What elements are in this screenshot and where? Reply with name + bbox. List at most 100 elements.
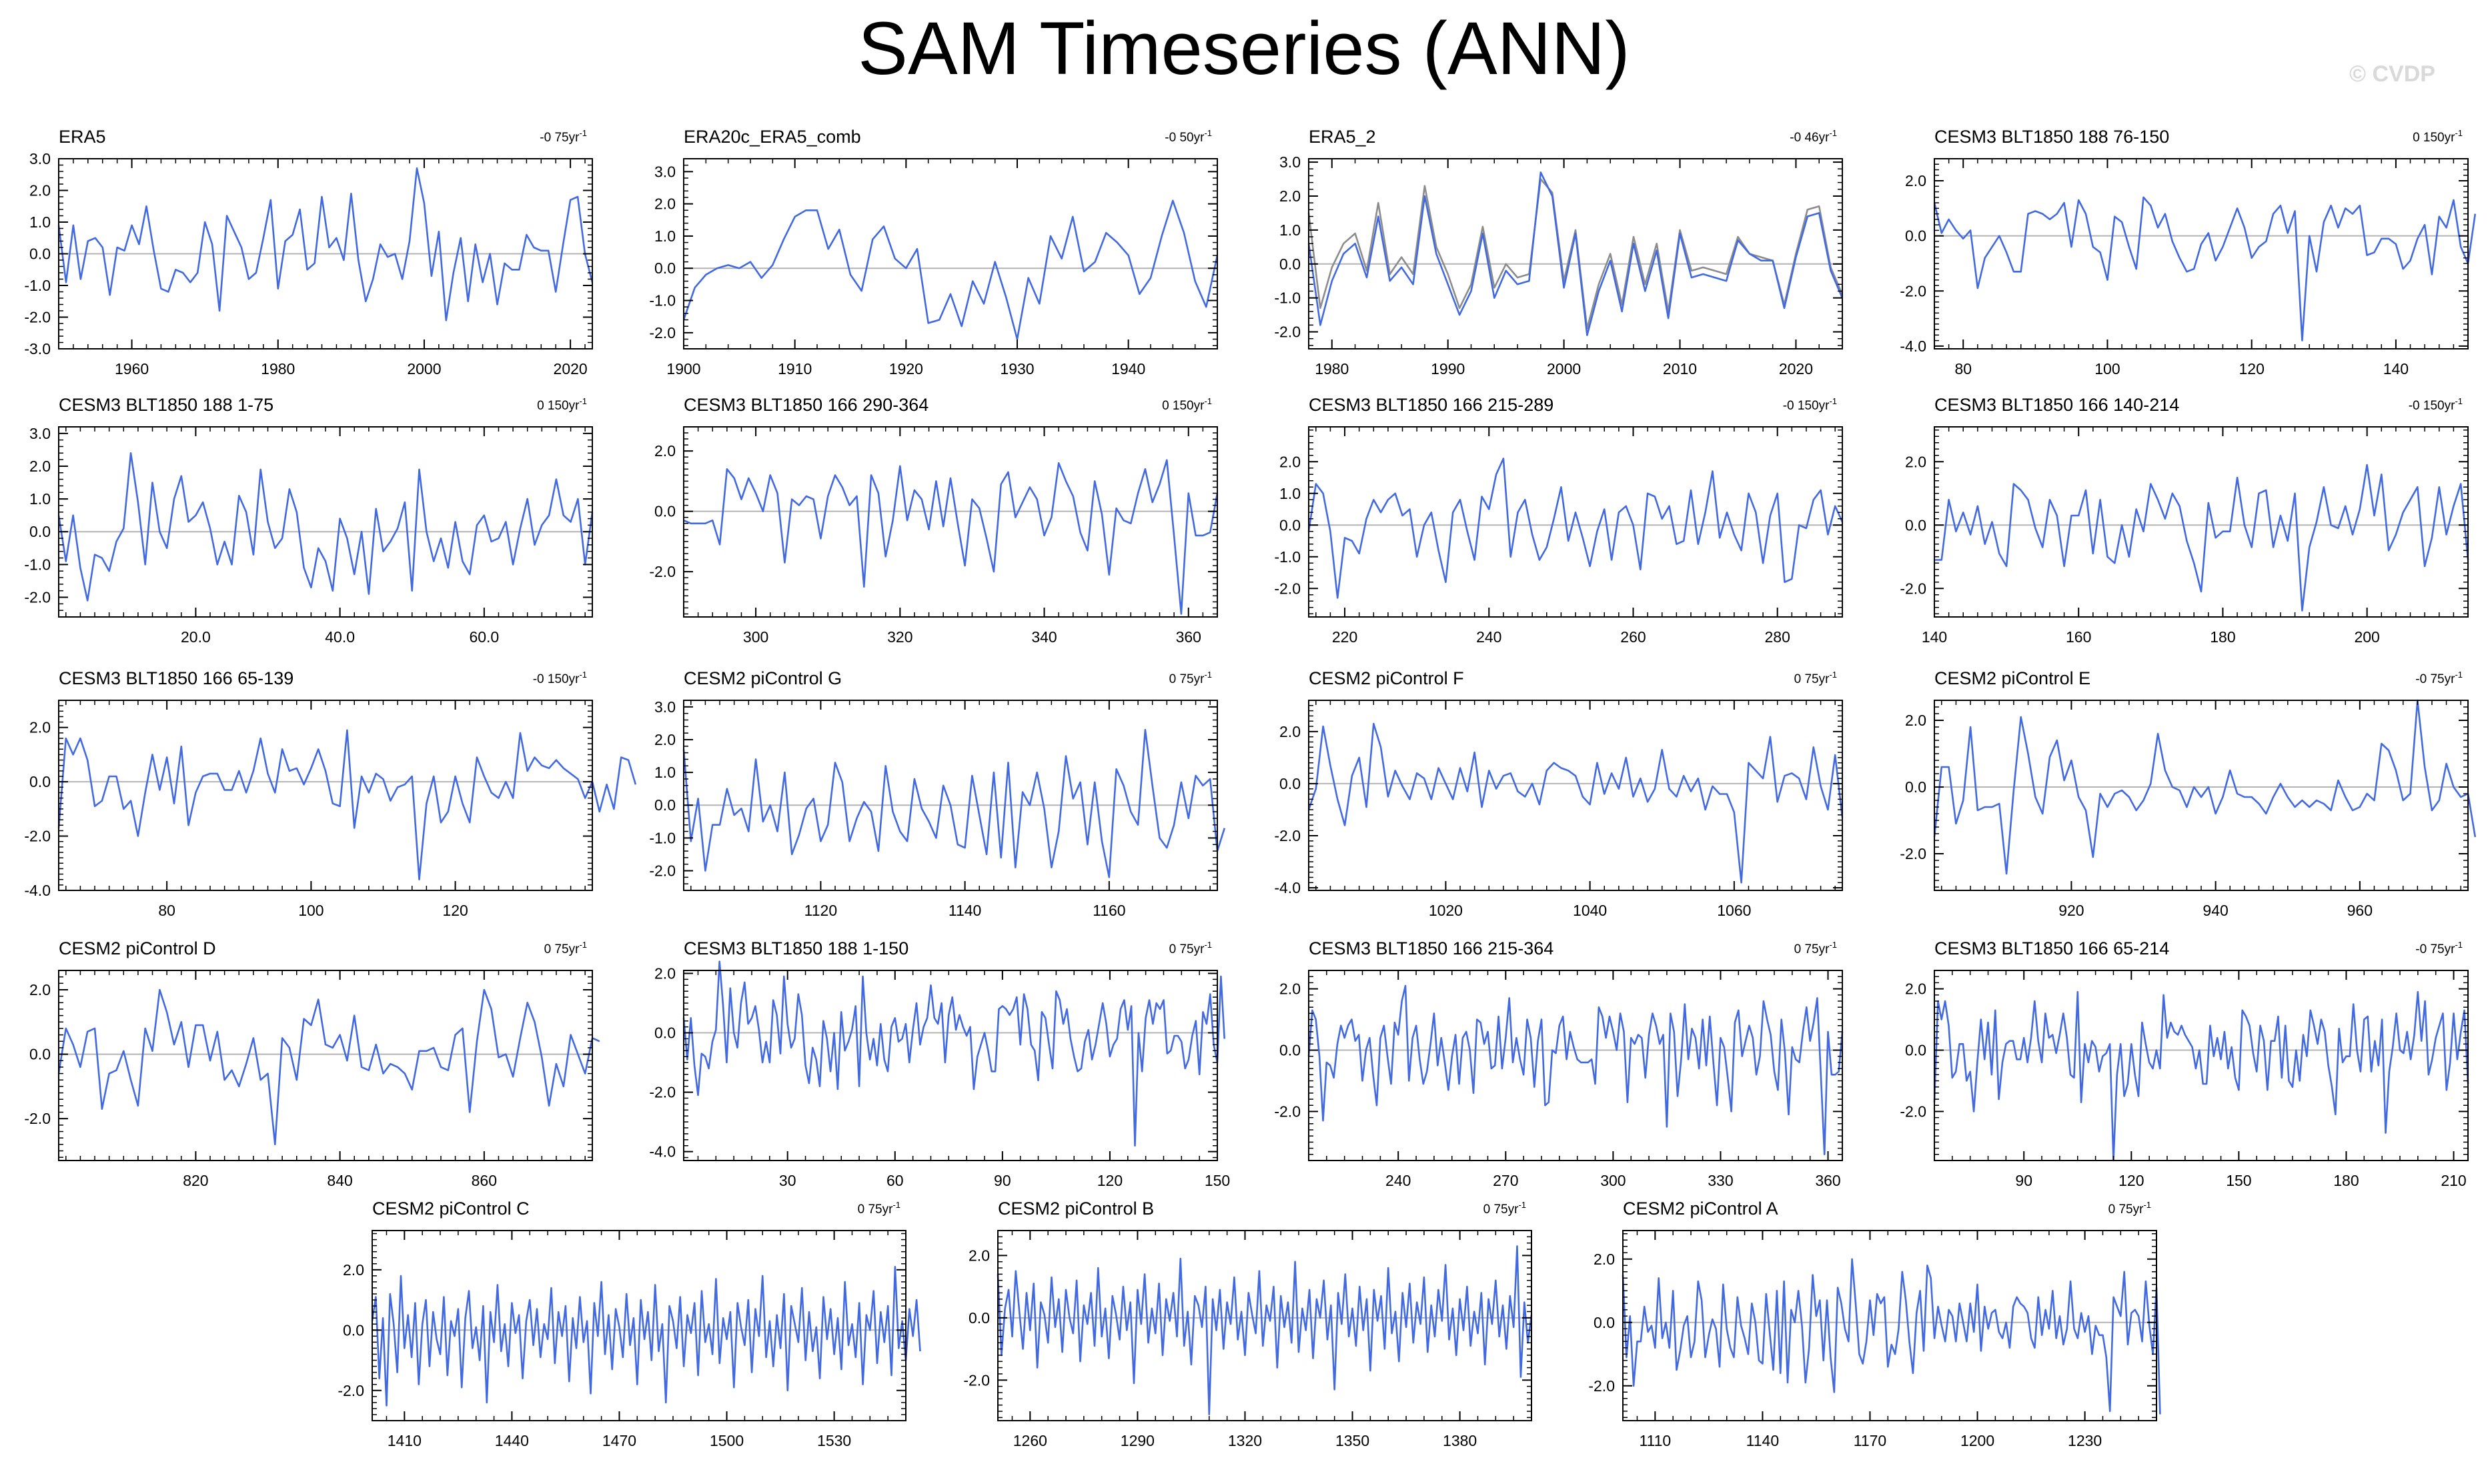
trend-label: 0 75yr-1 <box>858 1200 900 1217</box>
x-tick-label: 200 <box>2354 628 2379 646</box>
x-tick-label: 150 <box>2226 1172 2251 1189</box>
x-tick-label: 160 <box>2066 628 2091 646</box>
x-tick-label: 360 <box>1815 1172 1840 1189</box>
x-tick-label: 860 <box>472 1172 497 1189</box>
x-tick-label: 20.0 <box>181 628 211 646</box>
sam-series-line <box>57 167 594 321</box>
y-tick-label: 2.0 <box>969 1247 990 1264</box>
plot-frame <box>683 970 1218 1161</box>
x-tick-label: 1900 <box>666 360 700 378</box>
panel-label: CESM3 BLT1850 166 65-139 <box>59 668 293 688</box>
x-tick-label: 80 <box>158 902 175 919</box>
sam-series-line <box>371 1266 921 1407</box>
x-tick-label: 1980 <box>261 360 295 378</box>
y-tick-label: 1.0 <box>1279 221 1301 239</box>
y-tick-label: -1.0 <box>24 277 51 294</box>
y-tick-label: 2.0 <box>1279 723 1301 740</box>
x-tick-label: 1110 <box>1639 1432 1671 1449</box>
y-tick-label: -2.0 <box>649 1084 676 1101</box>
y-tick-label: 0.0 <box>654 503 676 520</box>
plot-frame <box>1308 970 1843 1161</box>
plot-frame <box>683 700 1218 891</box>
x-tick-label: 1170 <box>1854 1432 1886 1449</box>
x-tick-label: 1230 <box>2068 1432 2102 1449</box>
x-tick-label: 920 <box>2058 902 2084 919</box>
sam-series-line <box>1933 990 2469 1162</box>
x-tick-label: 140 <box>2383 360 2409 378</box>
panel-era5: ERA5 -0 75yr-1 3.0 2.0 1.0 0.0 -1.0 -2.0 -3.0 196… <box>24 127 594 378</box>
panel-label: CESM2 piControl E <box>1934 668 2090 688</box>
y-tick-label: 0.0 <box>29 523 51 540</box>
panel-cesm3-blt1850-166-140-214: CESM3 BLT1850 166 140-214 -0 150yr-1 2.0 0.… <box>1900 395 2469 646</box>
x-tick-label: 1990 <box>1431 360 1465 378</box>
y-tick-label: 3.0 <box>1279 153 1301 171</box>
y-tick-label: -4.0 <box>24 882 51 899</box>
x-tick-label: 260 <box>1620 628 1646 646</box>
y-tick-label: -2.0 <box>1900 282 1926 299</box>
x-tick-label: 300 <box>1600 1172 1626 1189</box>
y-tick-label: -4.0 <box>1900 337 1926 355</box>
x-tick-label: 1440 <box>495 1432 529 1449</box>
x-tick-label: 140 <box>1922 628 1947 646</box>
y-tick-label: 2.0 <box>1905 980 1926 998</box>
y-tick-label: -1.0 <box>1274 289 1301 307</box>
x-tick-label: 1040 <box>1573 902 1607 919</box>
plot-frame <box>1934 700 2469 891</box>
panel-label: ERA5 <box>59 127 106 147</box>
y-tick-label: 3.0 <box>29 425 51 442</box>
panel-cesm2-picontrol-e: CESM2 piControl E -0 75yr-1 2.0 0.0 -2.0 920 9… <box>1900 668 2477 919</box>
trend-label: 0 75yr-1 <box>1169 940 1212 956</box>
y-tick-label: 2.0 <box>1279 187 1301 205</box>
x-tick-label: 150 <box>1205 1172 1230 1189</box>
y-tick-label: -1.0 <box>1274 548 1301 566</box>
x-tick-label: 220 <box>1332 628 1357 646</box>
x-tick-label: 120 <box>2239 360 2264 378</box>
trend-label: -0 150yr-1 <box>1783 396 1837 413</box>
panel-label: CESM2 piControl B <box>998 1199 1154 1219</box>
panel-cesm2-picontrol-f: CESM2 piControl F 0 75yr-1 2.0 0.0 -2.0 -4.0 1… <box>1274 668 1844 919</box>
x-tick-label: 1410 <box>388 1432 422 1449</box>
trend-label: 0 75yr-1 <box>1794 670 1837 686</box>
x-tick-label: 1940 <box>1111 360 1145 378</box>
y-tick-label: 0.0 <box>1905 778 1926 796</box>
trend-label: -0 46yr-1 <box>1790 128 1837 145</box>
panel-cesm3-blt1850-188-1-150: CESM3 BLT1850 188 1-150 0 75yr-1 2.0 0.0 -2.… <box>649 938 1230 1189</box>
x-tick-label: 30 <box>779 1172 796 1189</box>
trend-label: -0 150yr-1 <box>2409 396 2463 413</box>
y-tick-label: 0.0 <box>1279 775 1301 792</box>
y-tick-label: -2.0 <box>1900 580 1926 597</box>
sam-series-line <box>1622 1258 2161 1415</box>
y-tick-label: 0.0 <box>1905 516 1926 534</box>
y-tick-label: 0.0 <box>1279 1042 1301 1059</box>
x-tick-label: 280 <box>1765 628 1790 646</box>
trend-label: -0 150yr-1 <box>533 670 587 686</box>
x-tick-label: 1530 <box>817 1432 851 1449</box>
y-tick-label: -2.0 <box>649 862 676 880</box>
figure-title: SAM Timeseries (ANN) <box>858 7 1630 90</box>
panel-cesm3-blt1850-188-76-150: CESM3 BLT1850 188 76-150 0 150yr-1 2.0 0.0 -… <box>1900 127 2477 378</box>
panel-label: CESM3 BLT1850 188 76-150 <box>1934 127 2169 147</box>
y-tick-label: -2.0 <box>1900 1102 1926 1120</box>
x-tick-label: 1980 <box>1315 360 1349 378</box>
y-tick-label: -4.0 <box>649 1143 676 1161</box>
plot-frame <box>683 158 1218 349</box>
x-tick-label: 90 <box>994 1172 1011 1189</box>
y-tick-label: 2.0 <box>654 442 676 460</box>
x-tick-label: 940 <box>2203 902 2228 919</box>
y-tick-label: -4.0 <box>1274 879 1301 896</box>
y-tick-label: 0.0 <box>1279 516 1301 534</box>
x-tick-label: 360 <box>1176 628 1201 646</box>
panel-label: ERA5_2 <box>1309 127 1376 147</box>
panel-label: CESM2 piControl D <box>59 938 216 958</box>
x-tick-label: 40.0 <box>325 628 355 646</box>
y-tick-label: -2.0 <box>338 1382 364 1399</box>
panel-cesm2-picontrol-d: CESM2 piControl D 0 75yr-1 2.0 0.0 -2.0 820 84… <box>24 938 600 1189</box>
panel-cesm3-blt1850-166-215-364: CESM3 BLT1850 166 215-364 0 75yr-1 2.0 0.0 -… <box>1274 938 1844 1189</box>
x-tick-label: 1290 <box>1121 1432 1155 1449</box>
trend-label: -0 75yr-1 <box>540 128 587 145</box>
x-tick-label: 120 <box>1097 1172 1123 1189</box>
y-tick-label: -2.0 <box>649 324 676 341</box>
y-tick-label: 0.0 <box>1279 255 1301 273</box>
x-tick-label: 60.0 <box>469 628 499 646</box>
